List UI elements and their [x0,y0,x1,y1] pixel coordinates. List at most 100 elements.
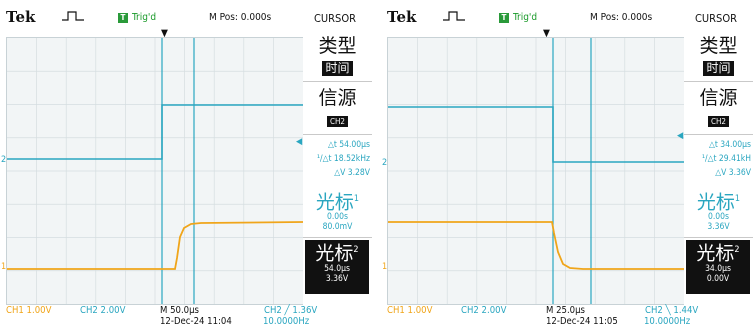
ch2-ground-marker: 2 [1,155,7,165]
menu-source-value: CH2 [707,116,730,127]
cursor-2-time: 54.0μs [324,264,350,275]
trigger-status-text: Trig'd [132,12,157,23]
inverse-delta-t: ¹/△t 29.41kH [684,154,753,165]
trigger-position-marker-icon: ▼ [543,28,550,39]
graticule [7,38,303,304]
cursor-1-time: 0.00s [326,212,348,223]
cursor-1-title-text: 光标 [696,191,735,214]
ch1-ground-marker: 1 [1,262,7,272]
menu-name: CURSOR [695,12,737,25]
status-footer: CH1 1.00V CH2 2.00V M 25.0μs 12-Dec-24 1… [381,303,753,327]
trigger-status-text: Trig'd [513,12,538,23]
ch2-ground-marker: 2 [382,158,388,168]
cursor-2-time: 34.0μs [705,264,731,275]
menu-type[interactable]: 类型 时间 [303,32,372,82]
brand-logo: Tek [387,8,417,26]
trigger-t-icon: T [499,12,509,23]
cursor-2-volt: 3.36V [325,274,349,285]
menu-source[interactable]: 信源 CH2 [303,84,372,135]
date-time: 12-Dec-24 11:04 [160,316,232,327]
graticule [388,38,684,304]
horizontal-position: M Pos: 0.000s [209,12,272,23]
cursor-2-title-text: 光标 [315,242,354,265]
cursor-pointer-arrow-icon: ◀ [677,131,684,141]
trigger-position-marker-icon: ▼ [161,28,168,39]
cursor-2-index: 2 [353,245,359,255]
ch1-trace-falling [388,221,684,270]
menu-type[interactable]: 类型 时间 [684,32,753,82]
horizontal-position: M Pos: 0.000s [590,12,653,23]
header-bar: Tek T Trig'd M Pos: 0.000s CURSOR [381,0,753,30]
ch2-scale: CH2 2.00V [461,305,507,316]
menu-type-value: 时间 [322,61,353,76]
header-bar: Tek T Trig'd M Pos: 0.000s CURSOR [0,0,372,30]
ch2-trace-rising [7,104,303,160]
trigger-setting: CH2 ╲ 1.44V [645,305,699,316]
trigger-setting: CH2 ╱ 1.36V [264,305,318,316]
cursor-pointer-arrow-icon: ◀ [296,137,303,147]
delta-v: △V 3.28V [334,168,370,178]
cursor-1-index: 1 [353,194,360,204]
trigger-status: T Trig'd [118,12,156,23]
cursor-1-title-text: 光标 [315,191,354,214]
cursor-1-index: 1 [734,194,741,204]
cursor-2-title-text: 光标 [696,242,735,265]
cursor-1-volt: 3.36V [707,222,730,233]
waveform-svg [7,38,303,304]
menu-source-value: CH2 [326,116,349,127]
scope-screen-2: Tek T Trig'd M Pos: 0.000s CURSOR ▼ 2 1 ◀… [381,0,753,327]
inverse-delta-t: ¹/△t 18.52kHz [303,154,372,165]
delta-t: △t 34.00μs [708,140,751,150]
rising-pulse-icon [62,11,84,21]
cursor-1-time: 0.00s [707,212,729,223]
timebase: M 25.0μs [546,305,586,316]
measurement-readout: △t 54.00μs ¹/△t 18.52kHz △V 3.28V [303,137,372,185]
cursor-2-index: 2 [734,245,740,255]
trigger-frequency: 10.0000Hz [644,316,691,327]
trigger-status: T Trig'd [499,12,537,23]
rising-pulse-icon [443,11,465,21]
side-menu: 类型 时间 信源 CH2 △t 34.00μs ¹/△t 29.41kH △V … [684,30,753,327]
waveform-display [387,37,685,305]
menu-cursor-1[interactable]: 光标1 0.00s 80.0mV [303,187,372,238]
ch1-ground-marker: 1 [382,262,388,272]
inverse-delta-t-value: 29.41kH [718,154,751,164]
ch1-scale: CH1 1.00V [387,305,433,316]
cursor-2-title: 光标2 [305,240,369,264]
measurement-readout: △t 34.00μs ¹/△t 29.41kH △V 3.36V [684,137,753,185]
ch1-trace-rising [7,221,303,270]
status-footer: CH1 1.00V CH2 2.00V M 50.0μs 12-Dec-24 1… [0,303,372,327]
menu-source-title: 信源 [699,87,738,109]
menu-cursor-1[interactable]: 光标1 0.00s 3.36V [684,187,753,238]
waveform-svg [388,38,684,304]
menu-type-title: 类型 [699,35,738,57]
brand-logo: Tek [6,8,36,26]
menu-source[interactable]: 信源 CH2 [684,84,753,135]
delta-v: △V 3.36V [715,168,751,178]
menu-type-value: 时间 [703,61,734,76]
trigger-frequency: 10.0000Hz [263,316,310,327]
ch1-scale: CH1 1.00V [6,305,52,316]
cursor-2-volt: 0.00V [706,274,730,285]
menu-name: CURSOR [314,12,356,25]
menu-cursor-2-active[interactable]: 光标2 34.0μs 0.00V [686,240,750,294]
inverse-delta-t-value: 18.52kHz [333,154,370,164]
menu-type-title: 类型 [318,35,357,57]
delta-t: △t 54.00μs [327,140,370,150]
one-over-delta-t-icon: ¹/△t [701,154,719,164]
timebase: M 50.0μs [160,305,200,316]
menu-source-title: 信源 [318,87,357,109]
ch2-trace-falling [388,106,684,163]
menu-cursor-2-active[interactable]: 光标2 54.0μs 3.36V [305,240,369,294]
scope-screen-1: Tek T Trig'd M Pos: 0.000s CURSOR ▼ 2 1 ◀… [0,0,372,327]
cursor-2-title: 光标2 [686,240,750,264]
date-time: 12-Dec-24 11:05 [546,316,618,327]
side-menu: 类型 时间 信源 CH2 △t 54.00μs ¹/△t 18.52kHz △V… [303,30,372,327]
trigger-t-icon: T [118,12,128,23]
one-over-delta-t-icon: ¹/△t [316,154,334,164]
cursor-1-title: 光标1 [684,189,753,212]
ch2-scale: CH2 2.00V [80,305,126,316]
cursor-1-volt: 80.0mV [322,222,353,233]
waveform-display [6,37,304,305]
cursor-1-title: 光标1 [303,189,372,212]
